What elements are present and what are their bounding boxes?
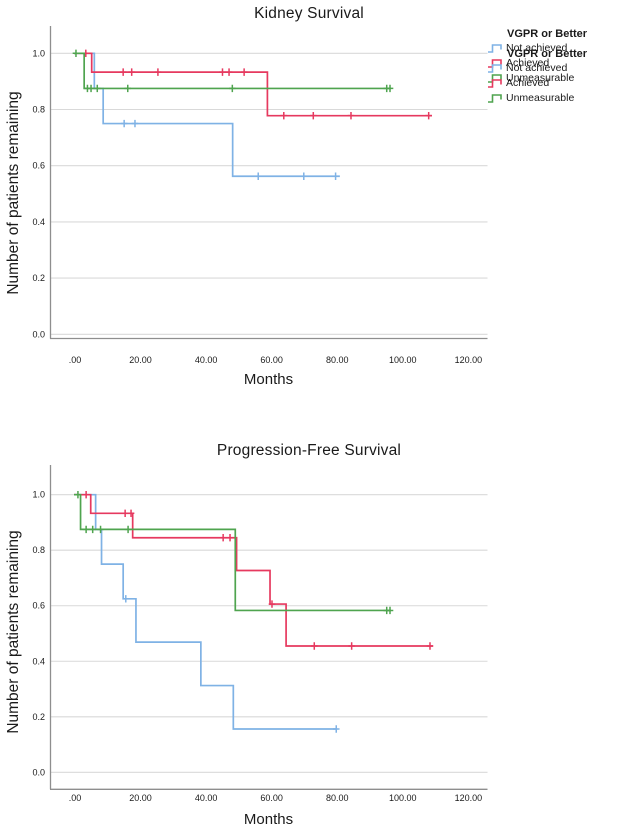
svg-text:80.00: 80.00	[326, 355, 349, 365]
svg-text:40.00: 40.00	[195, 793, 218, 803]
step-line-glyph	[488, 63, 502, 73]
legend: VGPR or Better Not achieved Achieved Unm…	[487, 28, 618, 85]
legend-item-not-achieved: Not achieved	[487, 40, 618, 55]
survival-plot: 0.0 0.2 0.4 0.6 0.8 1.0 .00 20.00 40.00 60.00 80.0…	[32, 26, 488, 365]
svg-text:40.00: 40.00	[195, 355, 218, 365]
svg-text:0.6: 0.6	[32, 161, 45, 171]
svg-text:80.00: 80.00	[326, 793, 349, 803]
progression-free-survival-chart: Progression-Free Survival Number of pati…	[0, 48, 618, 834]
chart-title: Kidney Survival	[254, 5, 364, 22]
svg-text:120.00: 120.00	[455, 793, 483, 803]
svg-text:20.00: 20.00	[129, 355, 152, 365]
svg-text:100.00: 100.00	[389, 793, 417, 803]
legend-item-not-achieved: Not achieved	[487, 60, 618, 75]
legend-item-achieved: Achieved	[487, 55, 618, 70]
step-line-glyph	[488, 58, 502, 68]
svg-text:100.00: 100.00	[389, 355, 417, 365]
step-line-glyph	[488, 43, 502, 53]
step-line-glyph	[488, 73, 502, 83]
svg-text:0.0: 0.0	[32, 329, 45, 339]
legend-title: VGPR or Better	[507, 28, 588, 40]
legend: VGPR or Better Not achieved Achieved Unm…	[487, 48, 618, 105]
svg-text:20.00: 20.00	[129, 793, 152, 803]
svg-text:1.0: 1.0	[32, 490, 45, 500]
svg-text:0.8: 0.8	[32, 545, 45, 555]
kidney-survival-chart: Kidney Survival Number of patients remai…	[5, 5, 618, 388]
svg-text:0.4: 0.4	[32, 217, 45, 227]
legend-item-label: Achieved	[506, 76, 550, 89]
legend-item-unmeasurable: Unmeasurable	[487, 90, 618, 105]
legend-item-achieved: Achieved	[487, 75, 618, 90]
svg-text:0.8: 0.8	[32, 105, 45, 115]
legend-title: VGPR or Better	[507, 48, 588, 60]
svg-text:.00: .00	[69, 355, 82, 365]
svg-text:1.0: 1.0	[32, 48, 45, 58]
legend-item-label: Not achieved	[506, 61, 568, 74]
svg-text:60.00: 60.00	[260, 355, 283, 365]
svg-text:0.2: 0.2	[32, 712, 45, 722]
svg-text:.00: .00	[69, 793, 82, 803]
legend-item-label: Achieved	[506, 56, 550, 69]
x-axis-label: Months	[243, 811, 294, 828]
survival-plot: 0.0 0.2 0.4 0.6 0.8 1.0 .00 20.00 40.00 60.00 80.0…	[32, 465, 488, 803]
svg-text:0.6: 0.6	[32, 601, 45, 611]
legend-item-label: Not achieved	[506, 41, 568, 54]
x-axis-label: Months	[243, 371, 294, 388]
step-line-glyph	[488, 78, 502, 88]
chart-title: Progression-Free Survival	[216, 442, 402, 459]
legend-item-unmeasurable: Unmeasurable	[487, 70, 618, 85]
svg-text:0.0: 0.0	[32, 767, 45, 777]
legend-item-label: Unmeasurable	[506, 71, 575, 84]
svg-text:120.00: 120.00	[455, 355, 483, 365]
svg-text:0.2: 0.2	[32, 273, 45, 283]
svg-text:0.4: 0.4	[32, 656, 45, 666]
legend-item-label: Unmeasurable	[506, 91, 575, 104]
step-line-glyph	[488, 93, 502, 103]
svg-text:60.00: 60.00	[260, 793, 283, 803]
